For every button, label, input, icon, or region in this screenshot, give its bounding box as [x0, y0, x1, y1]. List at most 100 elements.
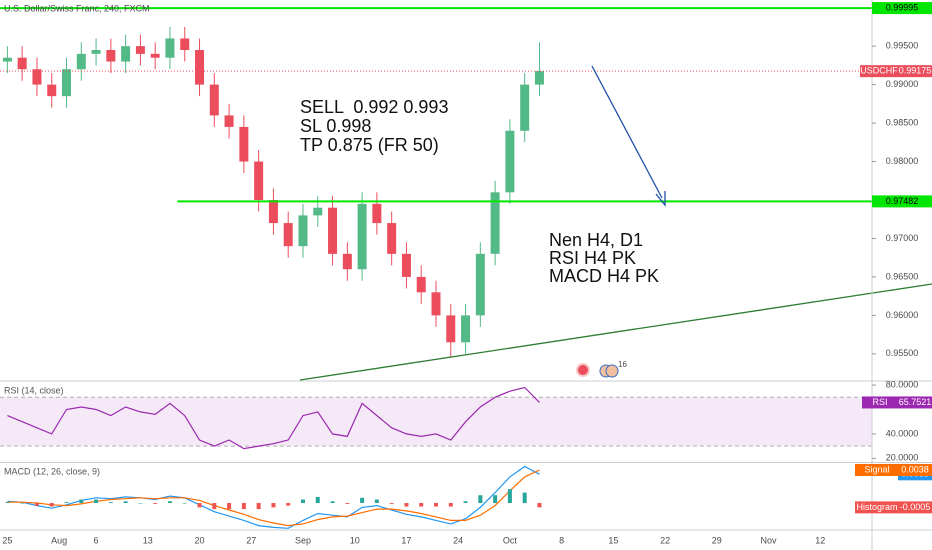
- x-tick-label: 20: [195, 535, 205, 545]
- series-line: [7, 386, 540, 450]
- histogram-bar: [20, 503, 25, 504]
- candle-body: [47, 84, 57, 97]
- histogram-bar: [478, 495, 483, 504]
- histogram-bar: [5, 502, 10, 504]
- histogram-bar: [79, 499, 84, 504]
- candle-body: [431, 292, 441, 316]
- chart-title: U.S. Dollar/Swiss Franc, 240, FXCM: [4, 3, 150, 13]
- candle-body: [328, 207, 338, 254]
- marks: [0, 7, 872, 529]
- histogram-bar: [463, 501, 468, 504]
- candle-body: [268, 200, 278, 224]
- x-tick-label: Aug: [51, 535, 67, 545]
- series-line: [7, 465, 540, 529]
- candle-body: [534, 71, 544, 85]
- series-name: Signal: [864, 464, 889, 474]
- candle-body: [135, 46, 145, 54]
- candle-body: [490, 192, 500, 254]
- current-price: 0.99175: [899, 66, 932, 76]
- histogram-bar: [389, 503, 394, 504]
- candle-body: [62, 69, 72, 97]
- histogram-bar: [537, 503, 542, 508]
- x-tick-label: Sep: [295, 535, 311, 545]
- candle-body: [313, 207, 323, 216]
- x-tick-label: 12: [815, 535, 825, 545]
- x-tick-label: Oct: [503, 535, 518, 545]
- histogram-bar: [434, 503, 438, 507]
- candle-body: [520, 84, 530, 131]
- histogram-bar: [448, 503, 453, 507]
- event-icon[interactable]: [576, 363, 590, 377]
- y-tick-label: 0.96000: [886, 310, 919, 320]
- histogram-bar: [345, 503, 350, 504]
- candle-body: [475, 253, 485, 316]
- candle-body: [446, 315, 456, 343]
- histogram-bar: [507, 489, 512, 504]
- event-icon[interactable]: [605, 364, 619, 378]
- pane-title: MACD (12, 26, close, 9): [4, 466, 100, 476]
- candle-body: [195, 50, 205, 85]
- current-name-box: [860, 65, 898, 78]
- histogram-bar: [300, 499, 305, 504]
- candle-body: [372, 203, 382, 224]
- candle-body: [76, 53, 86, 70]
- x-tick-label: 6: [94, 535, 99, 545]
- x-tick-label: 27: [246, 535, 256, 545]
- x-tick-label: 17: [401, 535, 411, 545]
- arrow-shaft: [591, 65, 663, 199]
- histogram-bar: [493, 495, 498, 504]
- candle-body: [209, 84, 219, 116]
- candle-body: [180, 38, 190, 50]
- histogram-bar: [330, 501, 335, 504]
- histogram-bar: [286, 503, 291, 506]
- y-tick-label: 0.98500: [886, 117, 919, 127]
- candle-body: [32, 69, 42, 85]
- histogram-bar: [123, 501, 128, 504]
- candle-body: [401, 253, 411, 277]
- last-value-box: [898, 501, 932, 514]
- candle-body: [342, 253, 352, 270]
- series-name-box: [862, 396, 898, 409]
- histogram-bar: [315, 496, 320, 504]
- histogram-bar: [138, 503, 143, 504]
- histogram-bar: [49, 503, 54, 507]
- trend-line: [299, 283, 932, 381]
- pane-title: RSI (14, close): [4, 385, 64, 395]
- x-tick-label: 24: [453, 535, 463, 545]
- candle-body: [17, 57, 27, 70]
- x-tick-label: 8: [559, 535, 564, 545]
- last-value-box: [898, 396, 932, 409]
- series-name: RSI: [872, 397, 887, 407]
- candle-body: [150, 53, 160, 58]
- histogram-bar: [241, 503, 246, 510]
- histogram-bar: [64, 502, 69, 504]
- y-tick-label: 0.99500: [886, 41, 919, 51]
- y-tick-label: 0.96500: [886, 271, 919, 281]
- candle-body: [239, 126, 249, 162]
- candle-body: [121, 46, 131, 62]
- last-value: -0.0005: [900, 502, 931, 512]
- candle-body: [461, 315, 471, 343]
- histogram-bar: [94, 499, 99, 504]
- histogram-bar: [34, 503, 39, 506]
- x-tick-label: 13: [143, 535, 153, 545]
- annotation: TP 0.875 (FR 50): [300, 135, 439, 155]
- y-tick-label: 0.97000: [886, 233, 919, 243]
- x-tick-label: 29: [712, 535, 722, 545]
- histogram-bar: [522, 492, 527, 504]
- x-tick-label: 25: [2, 535, 12, 545]
- candle-body: [106, 50, 116, 62]
- candle-body: [91, 50, 101, 54]
- histogram-bar: [419, 503, 424, 507]
- annotation: Nen H4, D1: [549, 230, 643, 250]
- event-badge: 16: [618, 360, 627, 369]
- candle-body: [416, 276, 426, 293]
- candle-body: [505, 130, 515, 193]
- histogram-bar: [197, 503, 202, 508]
- y-tick-label: 0.98000: [886, 156, 919, 166]
- last-value-box: [898, 463, 932, 476]
- x-tick-label: 10: [350, 535, 360, 545]
